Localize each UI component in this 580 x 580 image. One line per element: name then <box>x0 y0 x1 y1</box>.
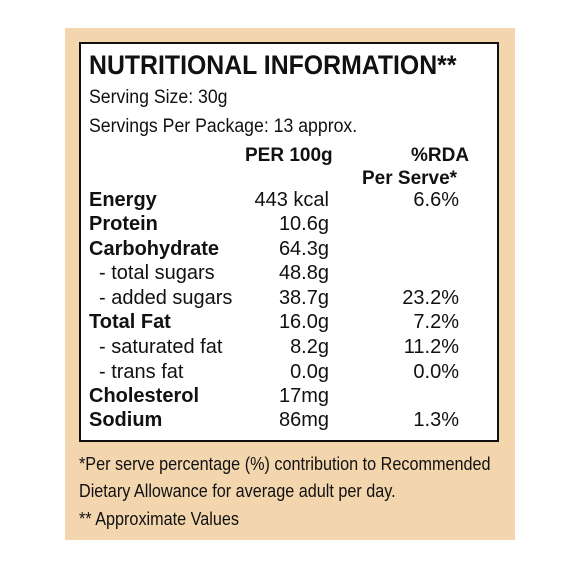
nutrient-name: Sodium <box>89 409 163 431</box>
nutrient-row: - added sugars 38.7g 23.2% <box>89 287 489 311</box>
nutrient-row: - trans fat 0.0g 0.0% <box>89 361 489 385</box>
nutrient-per100: 16.0g <box>278 311 329 333</box>
nutrient-row: Protein 10.6g <box>89 213 489 237</box>
nutrient-name: - added sugars <box>99 287 233 309</box>
nutrient-row: - total sugars 48.8g <box>89 262 489 286</box>
nutrient-rda: 6.6% <box>413 189 459 211</box>
header-per-serve: Per Serve* <box>362 168 458 189</box>
footnote-rda-line2: Dietary Allowance for average adult per … <box>79 481 396 501</box>
nutrient-row: - saturated fat 8.2g 11.2% <box>89 336 489 360</box>
nutrient-row: Sodium 86mg 1.3% <box>89 409 489 433</box>
serving-size: Serving Size: 30g <box>89 87 228 108</box>
nutrient-per100: 64.3g <box>278 238 329 260</box>
nutrient-name: Protein <box>89 213 158 235</box>
footnote-rda-line1: *Per serve percentage (%) contribution t… <box>79 454 491 474</box>
nutrient-row: Total Fat 16.0g 7.2% <box>89 311 489 335</box>
nutrient-name: Energy <box>89 189 157 211</box>
nutrient-rda: 1.3% <box>413 409 459 431</box>
nutrient-name: - trans fat <box>99 361 184 383</box>
nutrient-name: - total sugars <box>99 262 215 284</box>
nutrient-per100: 10.6g <box>278 213 329 235</box>
nutrient-rda: 7.2% <box>413 311 459 333</box>
nutrient-name: Carbohydrate <box>89 238 220 260</box>
nutrient-rda: 11.2% <box>403 336 459 358</box>
nutrient-per100: 8.2g <box>290 336 329 358</box>
nutrient-row: Carbohydrate 64.3g <box>89 238 489 262</box>
header-rda: %RDA <box>411 145 470 166</box>
nutrient-name: Cholesterol <box>89 385 200 407</box>
nutrient-rda: 23.2% <box>402 287 459 309</box>
label-title: NUTRITIONAL INFORMATION** <box>89 50 457 80</box>
nutrient-per100: 38.7g <box>278 287 329 309</box>
nutrient-per100: 443 kcal <box>254 189 330 211</box>
header-per-100g: PER 100g <box>245 145 333 166</box>
nutrient-per100: 86mg <box>278 409 329 431</box>
nutrient-name: Total Fat <box>89 311 171 333</box>
nutrient-per100: 0.0g <box>290 361 329 383</box>
nutrient-rda: 0.0% <box>413 361 459 383</box>
nutrient-per100: 48.8g <box>278 262 329 284</box>
nutrient-name: - saturated fat <box>99 336 223 358</box>
nutrient-row: Energy 443 kcal 6.6% <box>89 189 489 213</box>
nutrient-per100: 17mg <box>278 385 329 407</box>
nutrition-facts-panel: NUTRITIONAL INFORMATION** Serving Size: … <box>79 42 499 442</box>
servings-per-package: Servings Per Package: 13 approx. <box>89 116 358 137</box>
nutrient-row: Cholesterol 17mg <box>89 385 489 409</box>
footnote-approximate: ** Approximate Values <box>79 509 240 529</box>
